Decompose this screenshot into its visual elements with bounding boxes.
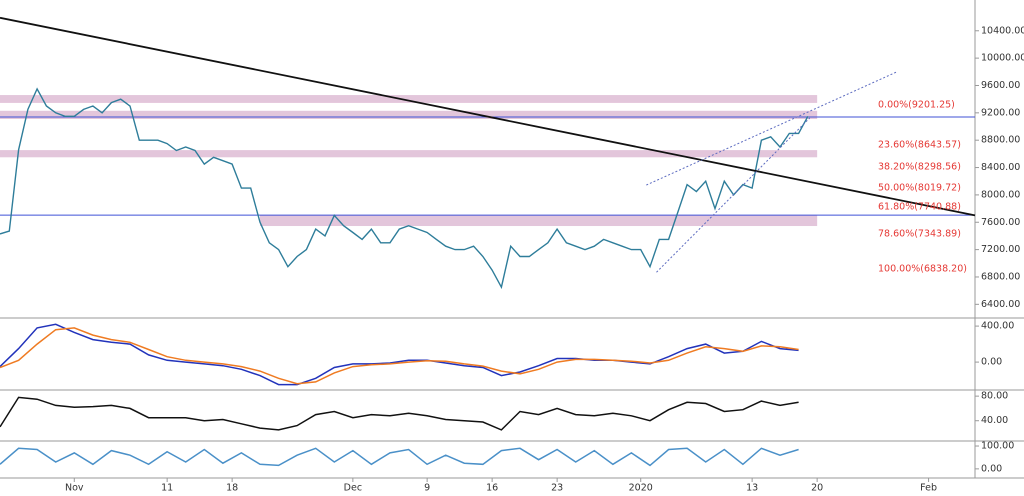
y-tick-label: 7200.00 — [981, 244, 1020, 255]
fib-label: 61.80%(7740.88) — [878, 202, 961, 213]
x-tick-label: 9 — [424, 483, 430, 494]
x-tick-label: 18 — [226, 483, 238, 494]
fib-label: 38.20%(8298.56) — [878, 162, 961, 173]
y-tick-label: 10400.00 — [981, 25, 1024, 36]
fib-label: 0.00%(9201.25) — [878, 100, 955, 111]
trend-line — [646, 71, 898, 186]
y-tick-label: 80.00 — [981, 391, 1008, 402]
y-tick-label: 400.00 — [981, 321, 1014, 332]
y-tick-label: 9600.00 — [981, 80, 1020, 91]
y-tick-label: 8800.00 — [981, 135, 1020, 146]
zone — [0, 110, 818, 119]
x-tick-label: Dec — [344, 483, 362, 494]
zone — [0, 95, 818, 103]
trend-line — [0, 16, 976, 217]
x-tick-label: 2020 — [629, 483, 653, 494]
x-tick-label: 11 — [161, 483, 173, 494]
x-tick-label: Feb — [920, 483, 937, 494]
x-tick-label: 20 — [811, 483, 823, 494]
y-tick-label: 10000.00 — [981, 53, 1024, 64]
series-line — [0, 323, 799, 386]
fib-label: 23.60%(8643.57) — [878, 140, 961, 151]
x-tick-label: 23 — [551, 483, 563, 494]
x-tick-label: Nov — [65, 483, 84, 494]
y-tick-label: 100.00 — [981, 441, 1014, 452]
series-line — [0, 87, 809, 290]
x-tick-label: 13 — [746, 483, 758, 494]
y-tick-label: 9200.00 — [981, 107, 1020, 118]
fib-label: 100.00%(6838.20) — [878, 264, 967, 275]
fib-label: 78.60%(7343.89) — [878, 229, 961, 240]
trend-line — [656, 117, 811, 273]
series-line — [0, 327, 799, 385]
fib-label: 50.00%(8019.72) — [878, 183, 961, 194]
y-tick-label: 8000.00 — [981, 189, 1020, 200]
series-line — [0, 447, 799, 467]
y-tick-label: 0.00 — [981, 357, 1002, 368]
y-tick-label: 7600.00 — [981, 217, 1020, 228]
x-tick-label: 16 — [486, 483, 498, 494]
series-line — [0, 396, 799, 431]
zone — [260, 215, 818, 227]
y-tick-label: 0.00 — [981, 463, 1002, 474]
y-tick-label: 6800.00 — [981, 271, 1020, 282]
zone — [0, 150, 818, 158]
y-tick-label: 40.00 — [981, 415, 1008, 426]
y-tick-label: 6400.00 — [981, 299, 1020, 310]
y-tick-label: 8400.00 — [981, 162, 1020, 173]
